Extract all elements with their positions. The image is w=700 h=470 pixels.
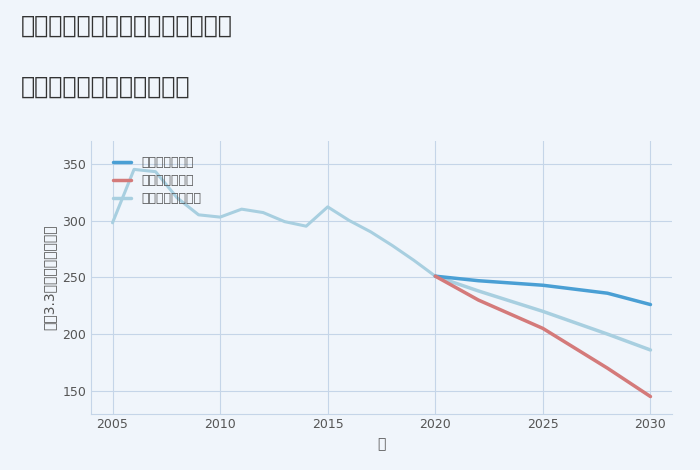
グッドシナリオ [603,290,612,296]
バッドシナリオ [646,394,654,399]
ノーマルシナリオ [539,308,547,314]
ノーマルシナリオ [646,347,654,353]
バッドシナリオ [603,365,612,371]
Line: グッドシナリオ: グッドシナリオ [435,276,650,305]
バッドシナリオ [474,297,482,303]
ノーマルシナリオ [431,274,440,279]
グッドシナリオ [646,302,654,307]
Legend: グッドシナリオ, バッドシナリオ, ノーマルシナリオ: グッドシナリオ, バッドシナリオ, ノーマルシナリオ [109,153,205,209]
Line: バッドシナリオ: バッドシナリオ [435,276,650,397]
ノーマルシナリオ [474,288,482,294]
グッドシナリオ [431,274,440,279]
グッドシナリオ [539,282,547,288]
Y-axis label: 坤（3.3㎡）単価（万円）: 坤（3.3㎡）単価（万円） [43,225,57,330]
バッドシナリオ [431,274,440,279]
ノーマルシナリオ [603,331,612,337]
Text: 中古マンションの価格推移: 中古マンションの価格推移 [21,75,190,99]
グッドシナリオ [474,278,482,283]
Line: ノーマルシナリオ: ノーマルシナリオ [435,276,650,350]
Text: 神奈川県横浜市中区伊勢佐木町の: 神奈川県横浜市中区伊勢佐木町の [21,14,233,38]
バッドシナリオ [539,326,547,331]
X-axis label: 年: 年 [377,437,386,451]
